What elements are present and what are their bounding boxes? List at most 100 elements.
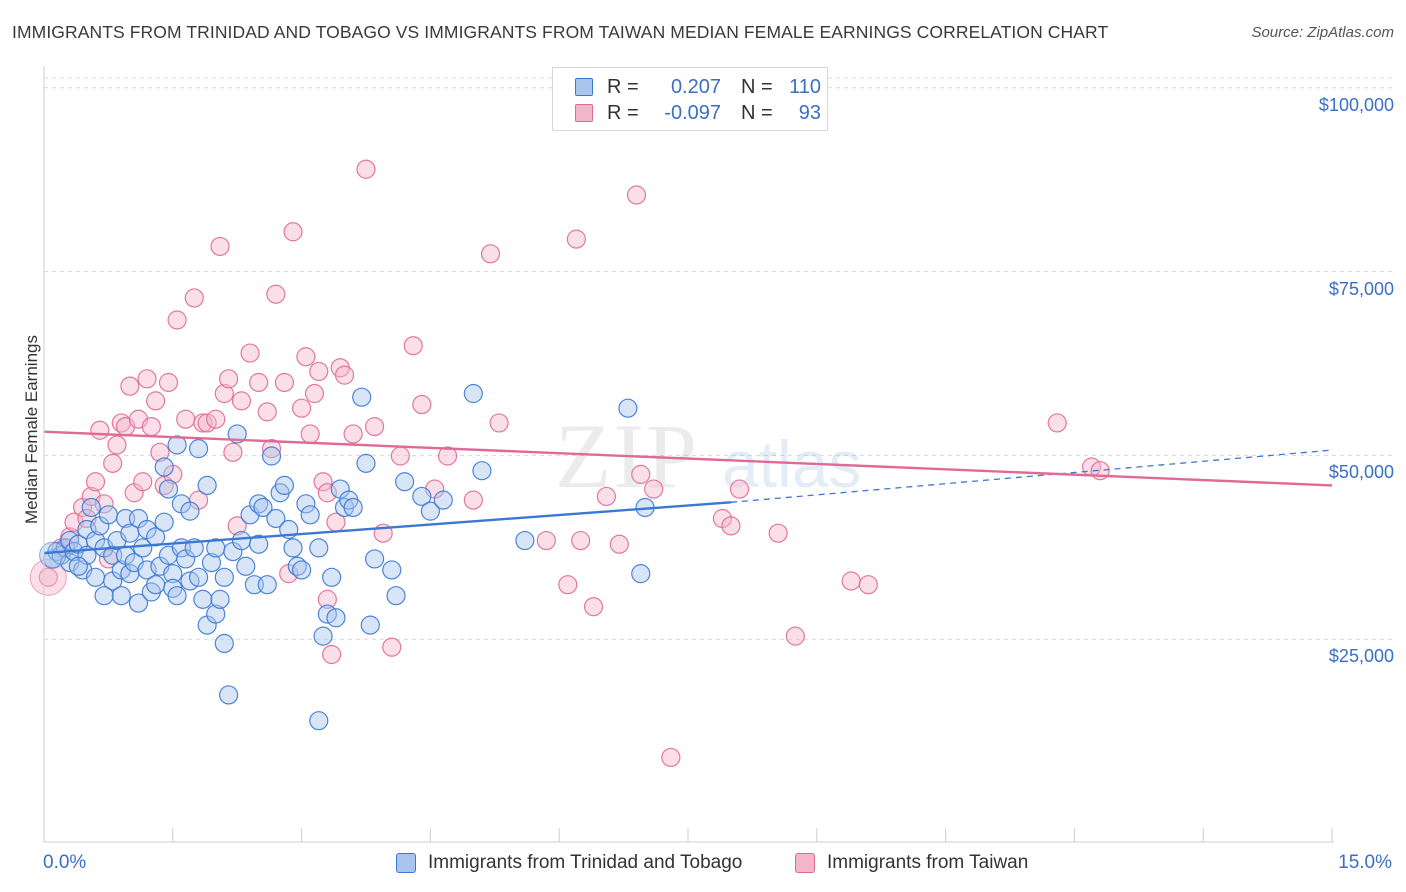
trinidad-point: [386, 586, 406, 606]
correlation-legend: R = 0.207 N = 110 R = -0.097 N = 93: [552, 67, 828, 131]
trinidad-point: [188, 567, 209, 587]
taiwan-point: [583, 597, 604, 617]
trinidad-point: [128, 593, 149, 613]
trinidad-point: [206, 604, 226, 624]
taiwan-point: [626, 185, 647, 205]
taiwan-point: [489, 413, 509, 433]
trinidad-point: [154, 457, 174, 477]
trinidad-point: [231, 530, 252, 551]
taiwan-point: [85, 472, 106, 492]
taiwan-point: [317, 589, 337, 609]
trend-lines: [43, 430, 1333, 555]
legend-n-value: 110: [789, 75, 821, 98]
taiwan-point: [214, 383, 234, 404]
taiwan-point: [158, 372, 179, 393]
taiwan-point: [133, 472, 153, 492]
taiwan-point: [721, 516, 741, 536]
trinidad-point: [266, 508, 286, 529]
taiwan-point: [558, 575, 578, 595]
taiwan-point: [29, 558, 67, 596]
legend-r-label: R =: [607, 101, 639, 124]
y-tick-label: $100,000: [1318, 94, 1394, 115]
legend-r-label: R =: [607, 75, 639, 98]
taiwan-point: [841, 571, 861, 591]
taiwan-point: [322, 644, 342, 665]
taiwan-point: [334, 365, 355, 385]
legend-row-taiwan: R = -0.097 N = 93: [575, 101, 821, 125]
taiwan-point: [176, 409, 196, 429]
legend-swatch-pink: [575, 104, 593, 122]
taiwan-point: [356, 159, 376, 179]
trinidad-point: [631, 564, 651, 584]
trinidad-point: [133, 538, 153, 558]
trinidad-point: [296, 494, 316, 514]
legend-n-label: N =: [741, 75, 773, 98]
taiwan-point: [240, 343, 260, 363]
bottom-legend-label: Immigrants from Trinidad and Tobago: [428, 852, 743, 873]
trinidad-point: [146, 575, 166, 595]
trinidad-point: [154, 512, 174, 532]
trinidad-point: [283, 538, 303, 558]
x-tick-label-max: 15.0%: [1338, 852, 1392, 873]
legend-n-value: 93: [798, 101, 821, 124]
taiwan-point: [644, 479, 664, 499]
trinidad-point: [158, 479, 179, 499]
trinidad-point: [274, 475, 295, 496]
taiwan-point: [292, 398, 312, 418]
trinidad-point: [180, 501, 200, 521]
taiwan-point: [304, 383, 325, 404]
taiwan-point: [661, 747, 681, 768]
trinidad-point: [343, 497, 363, 518]
taiwan-point: [382, 637, 402, 657]
legend-row-trinidad: R = 0.207 N = 110: [575, 75, 821, 99]
trinidad-point: [472, 461, 492, 481]
taiwan-point: [266, 284, 286, 304]
taiwan-point: [536, 530, 556, 551]
taiwan-point: [313, 472, 333, 492]
legend-swatch-blue: [575, 78, 593, 96]
trinidad-point: [261, 446, 282, 466]
taiwan-point: [141, 416, 161, 437]
trinidad-point: [420, 501, 440, 521]
x-tick-label-min: 0.0%: [43, 852, 87, 873]
taiwan-point: [274, 372, 295, 393]
taiwan-point: [785, 626, 805, 646]
taiwan-point: [403, 336, 423, 356]
chart-title: IMMIGRANTS FROM TRINIDAD AND TOBAGO VS I…: [12, 22, 1109, 42]
taiwan-point: [631, 464, 651, 484]
trinidad-point: [98, 505, 119, 525]
taiwan-point: [210, 236, 230, 257]
trinidad-point: [395, 472, 415, 492]
trend-line-trinidad-extension: [730, 449, 1333, 503]
trinidad-point: [188, 439, 209, 459]
taiwan-point: [566, 229, 586, 249]
trinidad-point: [352, 387, 372, 407]
trinidad-point: [382, 560, 402, 580]
legend-r-value: -0.097: [664, 101, 721, 124]
taiwan-point: [120, 376, 140, 396]
trinidad-point: [412, 486, 432, 507]
trinidad-point: [193, 589, 213, 609]
taiwan-point: [412, 394, 432, 415]
taiwan-point: [261, 439, 282, 459]
trinidad-point: [111, 586, 131, 606]
trinidad-point: [309, 711, 329, 731]
trinidad-point: [300, 505, 320, 525]
legend-r-value: 0.207: [670, 75, 721, 98]
trend-line-taiwan: [43, 430, 1333, 487]
taiwan-point: [437, 446, 458, 466]
taiwan-point: [231, 391, 252, 411]
bottom-legend-swatch-pink: [795, 853, 815, 873]
trinidad-point: [292, 560, 312, 580]
y-tick-label: $75,000: [1328, 278, 1394, 299]
trinidad-point: [85, 567, 106, 587]
taiwan-point: [146, 391, 166, 411]
taiwan-point: [150, 442, 170, 462]
y-tick-label: $50,000: [1328, 462, 1394, 483]
taiwan-point: [596, 486, 617, 507]
legend-n-label: N =: [741, 101, 773, 124]
taiwan-point: [858, 575, 878, 595]
taiwan-point: [1047, 413, 1067, 433]
trinidad-point: [210, 589, 230, 609]
taiwan-point: [227, 516, 247, 536]
